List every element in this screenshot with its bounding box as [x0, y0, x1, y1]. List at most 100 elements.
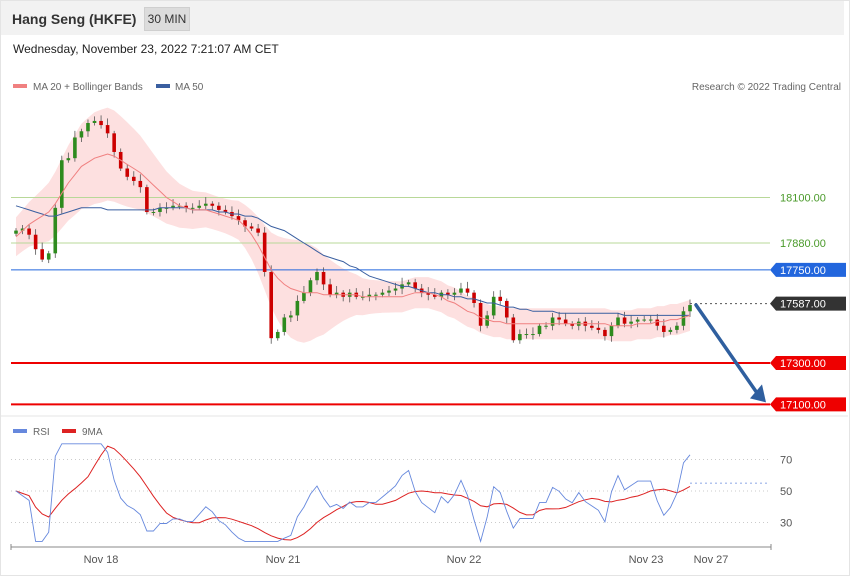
- candle-body: [675, 325, 679, 330]
- candle-body: [504, 300, 509, 318]
- candle-body: [511, 317, 516, 341]
- chart-header: Hang Seng (HKFE) 30 MIN: [1, 1, 844, 35]
- candle-body: [66, 158, 71, 161]
- candle-body: [550, 317, 555, 326]
- x-tick-label: Nov 22: [447, 554, 482, 566]
- candle-body: [33, 234, 38, 250]
- candle-body: [544, 325, 548, 327]
- candle-body: [446, 292, 450, 295]
- candle-body: [92, 120, 97, 123]
- ma50-line: [15, 205, 690, 316]
- rsi-legend-label: RSI: [33, 427, 50, 438]
- candle-body: [485, 315, 489, 326]
- candle-body: [308, 280, 313, 293]
- level-label-17100: 17100.00: [780, 399, 826, 411]
- candle-body: [243, 220, 247, 227]
- candle-body: [629, 321, 633, 324]
- ma20-legend-swatch: [13, 84, 27, 88]
- candle-body: [531, 334, 535, 336]
- x-tick-label: Nov 18: [84, 554, 119, 566]
- x-tick-label: Nov 21: [266, 554, 301, 566]
- rsi-panel: 70 50 30: [11, 443, 792, 544]
- bollinger-bands: [16, 107, 690, 343]
- candle-body: [269, 271, 274, 339]
- candle-body: [668, 329, 673, 332]
- candle-body: [275, 331, 280, 339]
- candle-body: [217, 205, 221, 210]
- instrument-title: Hang Seng (HKFE): [12, 11, 137, 27]
- x-tick-label: Nov 23: [629, 554, 664, 566]
- candle-body: [302, 292, 306, 301]
- level-tag-17300: [770, 356, 846, 370]
- candle-body: [380, 292, 385, 295]
- candle-body: [73, 137, 77, 159]
- candle-body: [524, 334, 529, 336]
- candle-body: [158, 207, 162, 212]
- candle-body: [478, 303, 483, 326]
- candle-body: [112, 133, 116, 152]
- candle-body: [498, 296, 503, 301]
- ma20-legend-label: MA 20 + Bollinger Bands: [33, 82, 143, 93]
- candle-body: [46, 253, 51, 260]
- candle-body: [367, 294, 372, 297]
- candle-body: [151, 211, 156, 213]
- moving-averages: [15, 153, 691, 327]
- candle-body: [131, 176, 136, 181]
- candle-body: [210, 203, 215, 206]
- x-tick-label: Nov 27: [694, 554, 729, 566]
- candle-body: [249, 226, 254, 229]
- projection-arrow: [694, 303, 766, 403]
- candle-body: [223, 209, 228, 212]
- candle-body: [256, 228, 260, 233]
- candle-body: [315, 271, 319, 281]
- candle-body: [406, 282, 411, 285]
- rsi-ma-legend-label: 9MA: [82, 427, 103, 438]
- ma50-legend-label: MA 50: [175, 82, 204, 93]
- candle-body: [518, 334, 522, 341]
- bollinger-band-area: [16, 107, 690, 343]
- candle-body: [99, 120, 103, 126]
- candle-body: [60, 160, 64, 208]
- candle-body: [491, 296, 496, 316]
- candle-body: [79, 131, 84, 138]
- rsi-tick-70: 70: [780, 455, 792, 467]
- candle-body: [53, 207, 58, 254]
- rsi-legend-swatch: [13, 429, 27, 433]
- candle-body: [681, 311, 686, 326]
- candle-body: [289, 315, 293, 318]
- candle-body: [190, 207, 195, 209]
- candle-body: [40, 249, 44, 260]
- candle-body: [20, 228, 25, 231]
- level-label-17880: 17880.00: [780, 238, 826, 250]
- level-label-17750: 17750.00: [780, 265, 826, 277]
- candle-body: [334, 292, 339, 295]
- level-tag-17587: [770, 296, 846, 311]
- candle-body: [374, 294, 378, 296]
- candle-body: [105, 125, 110, 134]
- candle-body: [197, 205, 202, 208]
- candle-body: [609, 325, 614, 337]
- candle-body: [295, 300, 300, 316]
- candle-body: [465, 288, 470, 293]
- interval-button[interactable]: 30 MIN: [144, 7, 190, 31]
- candle-body: [596, 327, 601, 330]
- candle-body: [590, 325, 594, 328]
- candle-body: [452, 292, 457, 295]
- candle-body: [537, 325, 542, 335]
- candle-body: [164, 207, 169, 209]
- candle-body: [459, 288, 463, 293]
- candle-body: [635, 319, 640, 322]
- candle-body: [570, 323, 575, 326]
- level-label-17587: 17587.00: [780, 299, 826, 311]
- candle-body: [642, 319, 646, 321]
- level-tag-17750: [770, 262, 846, 277]
- candle-body: [426, 292, 431, 295]
- candle-body: [432, 294, 437, 297]
- candle-body: [622, 317, 627, 324]
- candle-body: [86, 123, 90, 132]
- level-label-18100: 18100.00: [780, 192, 826, 204]
- projection-arrow-head: [750, 384, 766, 403]
- level-tag-17100: [770, 397, 846, 412]
- candle-body: [321, 271, 326, 285]
